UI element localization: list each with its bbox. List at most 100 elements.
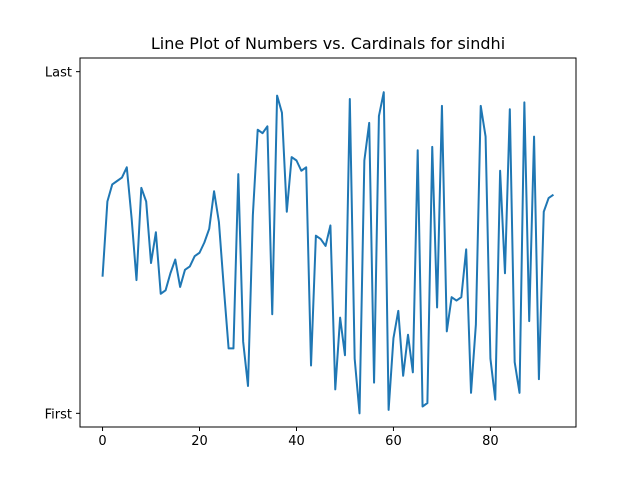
data-point [499,170,501,172]
data-point [451,296,453,298]
data-point [194,255,196,257]
data-point [179,286,181,288]
data-point [504,272,506,274]
data-point [359,412,361,414]
data-point [363,160,365,162]
data-point [460,296,462,298]
data-point [528,320,530,322]
data-point [446,330,448,332]
data-point [160,293,162,295]
data-point [305,166,307,168]
data-point [116,180,118,182]
x-tick-label: 0 [98,434,106,449]
data-point [102,276,104,278]
data-point [145,201,147,203]
data-point [281,112,283,114]
data-point [106,201,108,203]
data-point [552,194,554,196]
x-tick-label: 20 [191,434,208,449]
data-point [514,361,516,363]
data-point [509,108,511,110]
data-point [378,115,380,117]
data-point [412,371,414,373]
data-point [548,197,550,199]
plot-area [101,91,555,415]
data-point [334,388,336,390]
y-tick-label: Last [45,66,72,81]
data-point [325,245,327,247]
series-line [101,91,555,415]
data-point [262,132,264,134]
data-point [397,310,399,312]
data-point [213,190,215,192]
data-point [257,129,259,131]
data-point [436,306,438,308]
data-point [489,358,491,360]
x-tick-label: 60 [385,434,402,449]
data-point [533,136,535,138]
data-point [165,289,167,291]
data-point [189,265,191,267]
data-point [383,91,385,93]
x-tick-label: 40 [288,434,305,449]
data-point [315,235,317,237]
data-point [223,286,225,288]
data-point [494,399,496,401]
data-point [155,231,157,233]
data-point [208,228,210,230]
data-point [286,211,288,213]
data-point [329,224,331,226]
data-point [465,248,467,250]
data-point [184,269,186,271]
data-point [203,242,205,244]
data-point [131,218,133,220]
data-point [320,238,322,240]
data-point [199,252,201,254]
chart-title: Line Plot of Numbers vs. Cardinals for s… [151,34,505,53]
data-point [339,317,341,319]
data-point [417,149,419,151]
data-point [480,105,482,107]
data-point [237,173,239,175]
data-point [276,95,278,97]
axes-frame [79,57,577,428]
x-axis: 0 20 40 60 80 [98,427,499,449]
data-point [431,146,433,148]
data-point [407,334,409,336]
data-point [121,177,123,179]
data-point [470,392,472,394]
data-point [140,187,142,189]
data-point [291,156,293,158]
data-point [228,347,230,349]
y-tick-label: First [45,407,72,422]
data-point [218,221,220,223]
data-point [242,341,244,343]
data-point [441,105,443,107]
data-point [455,300,457,302]
data-point [174,259,176,261]
data-point [126,166,128,168]
x-tick-label: 80 [482,434,499,449]
data-point [354,358,356,360]
data-point [169,272,171,274]
data-point [266,125,268,127]
data-point [402,375,404,377]
data-point [373,382,375,384]
data-point [310,365,312,367]
data-point [232,347,234,349]
data-point [519,392,521,394]
data-point [388,409,390,411]
data-point [295,160,297,162]
data-point [111,183,113,185]
data-point [271,313,273,315]
data-point [543,211,545,213]
data-point [475,324,477,326]
data-point [349,98,351,100]
data-point [344,354,346,356]
data-point [135,279,137,281]
data-point [252,214,254,216]
data-point [523,101,525,103]
data-point [392,337,394,339]
y-axis: First Last [45,66,80,422]
